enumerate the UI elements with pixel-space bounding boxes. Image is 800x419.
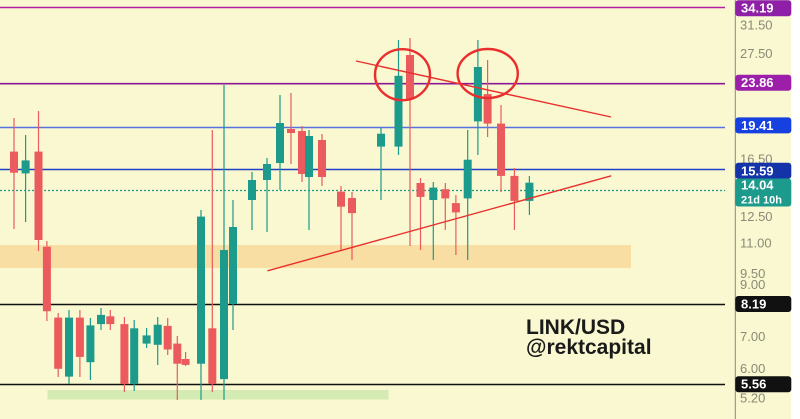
svg-text:14.04: 14.04: [741, 178, 774, 193]
svg-text:31.50: 31.50: [740, 18, 773, 33]
svg-text:6.00: 6.00: [740, 361, 765, 376]
svg-text:7.00: 7.00: [740, 329, 765, 344]
svg-text:27.50: 27.50: [740, 46, 773, 61]
svg-text:19.41: 19.41: [741, 118, 774, 133]
svg-text:34.19: 34.19: [741, 1, 774, 16]
svg-text:12.50: 12.50: [740, 209, 773, 224]
svg-text:5.56: 5.56: [741, 377, 766, 392]
svg-text:5.20: 5.20: [740, 391, 765, 406]
svg-text:9.00: 9.00: [740, 277, 765, 292]
svg-text:8.19: 8.19: [741, 297, 766, 312]
svg-text:21d 10h: 21d 10h: [741, 195, 782, 207]
svg-text:15.59: 15.59: [741, 163, 774, 178]
svg-text:@rektcapital: @rektcapital: [526, 336, 652, 359]
svg-text:23.86: 23.86: [741, 75, 774, 90]
svg-text:11.00: 11.00: [740, 236, 772, 251]
